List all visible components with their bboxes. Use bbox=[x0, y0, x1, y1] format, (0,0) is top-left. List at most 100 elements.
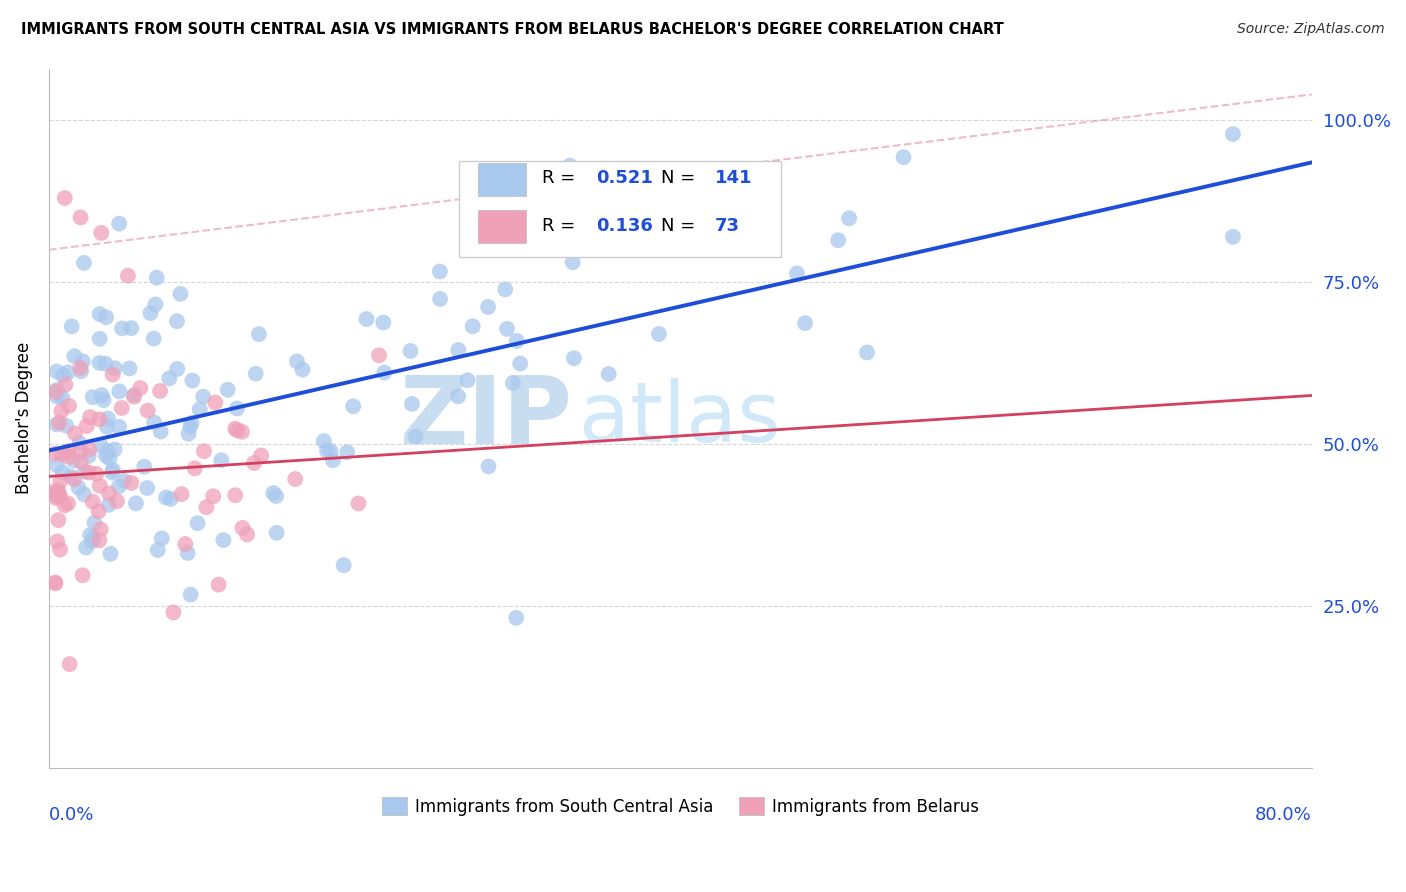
Point bbox=[145, 297, 167, 311]
Point bbox=[284, 472, 307, 486]
Point bbox=[347, 496, 370, 510]
Point bbox=[44, 576, 66, 591]
Point bbox=[108, 217, 131, 231]
Point bbox=[94, 310, 117, 325]
Point bbox=[1222, 127, 1244, 141]
Point bbox=[105, 494, 128, 508]
Point bbox=[316, 443, 339, 458]
Point bbox=[111, 401, 134, 415]
Point bbox=[96, 419, 118, 434]
Point bbox=[157, 371, 180, 385]
Bar bbox=[478, 163, 526, 196]
Point bbox=[170, 487, 193, 501]
Point bbox=[118, 361, 141, 376]
Point bbox=[98, 451, 121, 466]
Text: Source: ZipAtlas.com: Source: ZipAtlas.com bbox=[1237, 22, 1385, 37]
Text: 80.0%: 80.0% bbox=[1256, 806, 1312, 824]
Point bbox=[149, 384, 172, 398]
Point bbox=[204, 395, 226, 409]
Point bbox=[90, 388, 112, 402]
Point bbox=[494, 282, 516, 296]
Point bbox=[125, 496, 148, 510]
Text: R =: R = bbox=[541, 169, 581, 187]
Point bbox=[49, 489, 72, 503]
Point bbox=[193, 390, 215, 404]
Point bbox=[169, 286, 191, 301]
Point bbox=[429, 292, 451, 306]
Point bbox=[45, 458, 67, 472]
Point bbox=[58, 450, 80, 464]
Point bbox=[63, 426, 86, 441]
Point bbox=[232, 521, 254, 535]
Point bbox=[477, 459, 499, 474]
Y-axis label: Bachelor's Degree: Bachelor's Degree bbox=[15, 342, 32, 494]
Point bbox=[207, 577, 229, 591]
Point bbox=[146, 543, 169, 558]
Point bbox=[502, 376, 524, 390]
Point bbox=[93, 393, 115, 408]
Point bbox=[217, 383, 239, 397]
Point bbox=[180, 588, 202, 602]
Point bbox=[79, 410, 101, 425]
Point bbox=[56, 497, 79, 511]
Text: 0.136: 0.136 bbox=[596, 217, 652, 235]
Point bbox=[77, 449, 100, 463]
Point bbox=[166, 314, 188, 328]
Point bbox=[224, 488, 246, 502]
Point bbox=[111, 321, 134, 335]
Point bbox=[342, 399, 364, 413]
Point bbox=[58, 399, 80, 413]
Point bbox=[56, 444, 79, 458]
Point bbox=[285, 354, 308, 368]
Point bbox=[60, 319, 83, 334]
Point bbox=[373, 316, 395, 330]
Point bbox=[89, 332, 111, 346]
Text: N =: N = bbox=[661, 169, 702, 187]
Point bbox=[202, 489, 225, 503]
Point bbox=[598, 367, 620, 381]
Point bbox=[101, 463, 124, 477]
Point bbox=[122, 388, 145, 402]
Point bbox=[496, 322, 519, 336]
Point bbox=[46, 534, 69, 549]
Point bbox=[177, 426, 200, 441]
Point bbox=[82, 390, 104, 404]
Point bbox=[46, 513, 69, 527]
Point bbox=[262, 486, 284, 500]
Point bbox=[62, 453, 84, 467]
Point bbox=[89, 412, 111, 426]
Point bbox=[461, 319, 484, 334]
Point bbox=[96, 443, 118, 458]
Point bbox=[368, 348, 391, 362]
Legend: Immigrants from South Central Asia, Immigrants from Belarus: Immigrants from South Central Asia, Immi… bbox=[375, 791, 986, 822]
Point bbox=[142, 332, 165, 346]
Point bbox=[179, 419, 201, 434]
Point bbox=[46, 487, 69, 501]
Point bbox=[89, 356, 111, 370]
Point bbox=[266, 525, 288, 540]
Point bbox=[827, 233, 849, 247]
Point bbox=[45, 417, 67, 432]
Point bbox=[561, 255, 583, 269]
Point bbox=[108, 419, 131, 434]
Point bbox=[176, 546, 198, 560]
Point bbox=[101, 466, 124, 480]
FancyBboxPatch shape bbox=[460, 161, 782, 257]
Point bbox=[73, 256, 96, 270]
Point bbox=[69, 443, 91, 458]
Point bbox=[117, 268, 139, 283]
Point bbox=[332, 558, 354, 573]
Point bbox=[145, 270, 167, 285]
Point bbox=[245, 367, 267, 381]
Point bbox=[53, 191, 76, 205]
Point bbox=[264, 489, 287, 503]
Point bbox=[52, 368, 75, 383]
Point bbox=[134, 459, 156, 474]
Point bbox=[181, 374, 204, 388]
Point bbox=[322, 453, 344, 467]
Point bbox=[104, 442, 127, 457]
Text: 0.521: 0.521 bbox=[596, 169, 652, 187]
Point bbox=[447, 343, 470, 357]
Point bbox=[506, 334, 529, 348]
Point bbox=[51, 447, 73, 461]
